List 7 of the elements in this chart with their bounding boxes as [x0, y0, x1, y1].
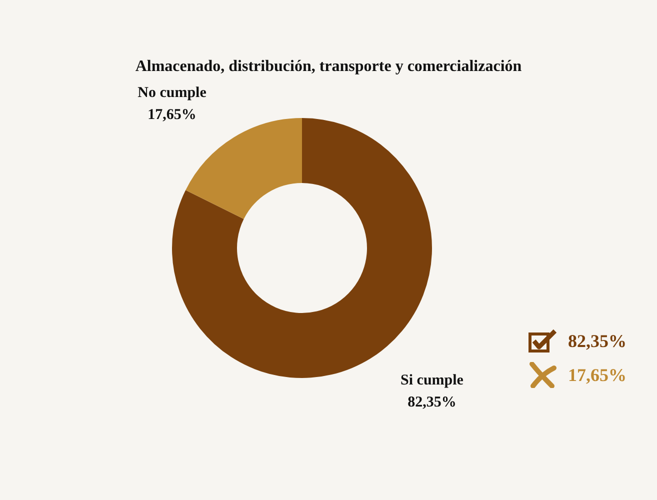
- text: 82,35%: [568, 330, 626, 350]
- slice-label: Si cumple: [400, 372, 464, 389]
- data-label: 82,35%: [408, 394, 456, 411]
- data-label: 17,65%: [148, 107, 196, 124]
- slice-label: No cumple: [138, 85, 207, 102]
- chart-title: Almacenado, distribución, transporte y comercialización: [134, 58, 523, 76]
- text: 17,65%: [568, 364, 626, 384]
